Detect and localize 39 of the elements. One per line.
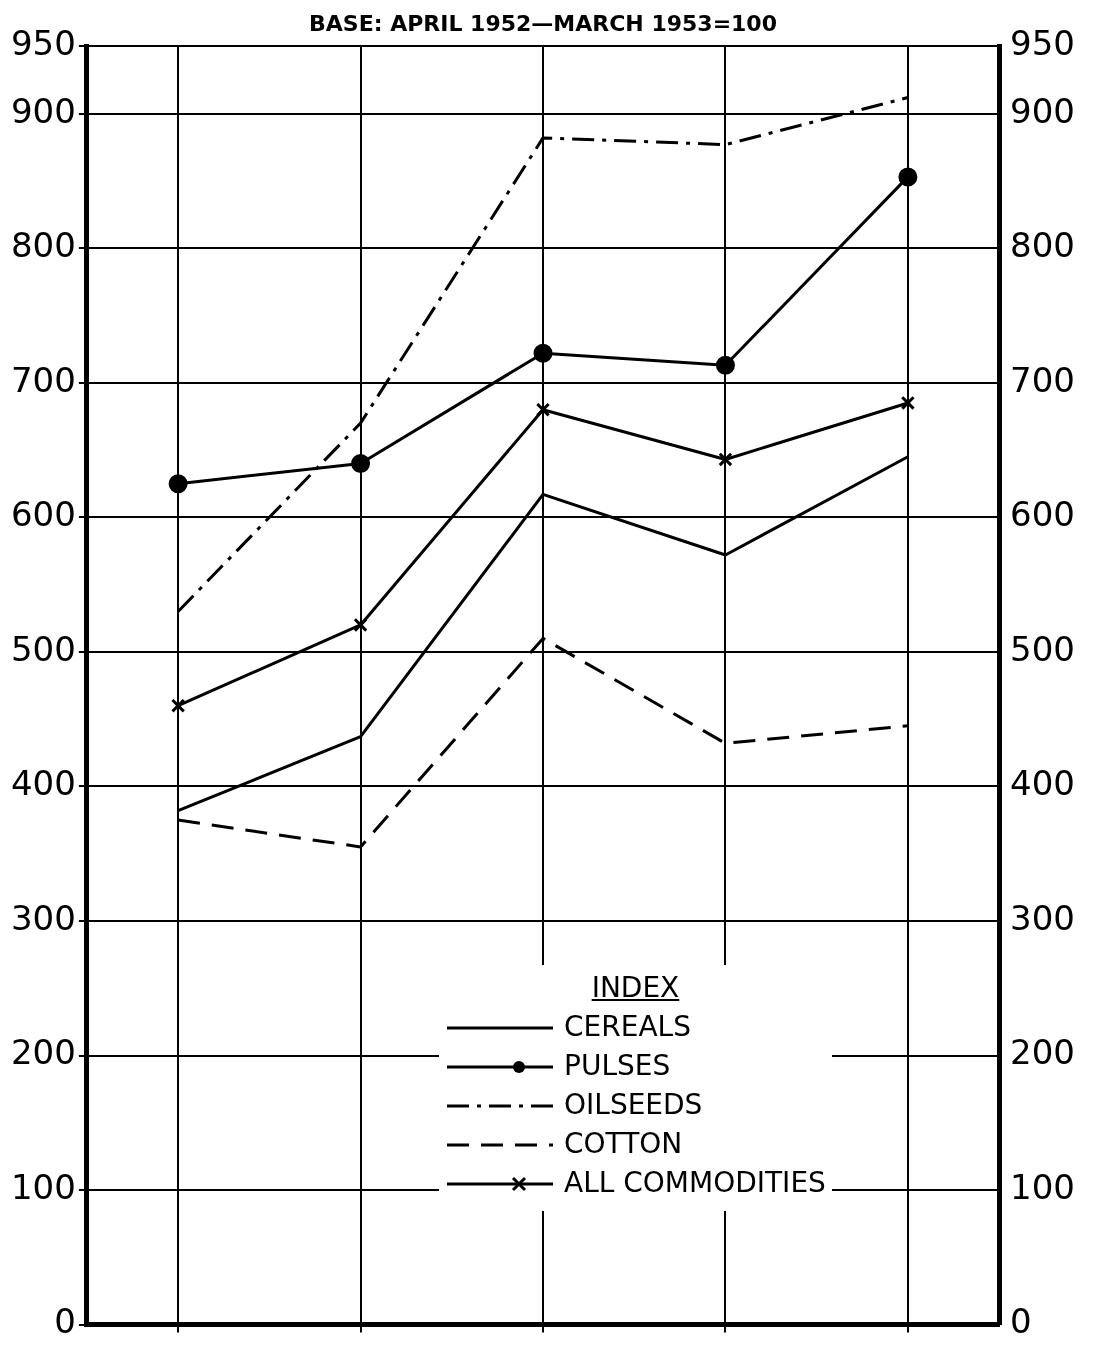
legend-label: ALL COMMODITIES — [564, 1165, 826, 1199]
y-tick-label: 700 — [10, 359, 76, 400]
y-tick-label: 400 — [10, 763, 76, 804]
chart-title: BASE: APRIL 1952—MARCH 1953=100 — [309, 10, 777, 36]
y-tick-label: 100 — [10, 1166, 76, 1207]
legend-label: PULSES — [564, 1048, 671, 1082]
point — [715, 355, 735, 375]
point — [898, 167, 918, 187]
legend-label: OILSEEDS — [564, 1087, 703, 1121]
y2-tick-label: 300 — [1010, 897, 1076, 938]
y2-tick-label: 200 — [1010, 1032, 1076, 1073]
y2-tick-label: 0 — [1010, 1301, 1032, 1342]
point — [718, 452, 733, 467]
legend-label: COTTON — [564, 1126, 683, 1160]
y2-tick-label: 900 — [1010, 90, 1076, 131]
legend-title: INDEX — [590, 970, 681, 1004]
point — [170, 698, 186, 713]
y2-tick-label: 100 — [1010, 1166, 1076, 1207]
y-tick-label: 200 — [10, 1032, 76, 1073]
y-tick-label: 600 — [10, 494, 76, 535]
y2-tick-label: 700 — [1010, 359, 1076, 400]
point — [900, 395, 916, 411]
point — [353, 617, 368, 633]
point — [535, 402, 551, 417]
point — [351, 454, 371, 473]
y-tick-label: 0 — [54, 1301, 76, 1342]
y2-tick-label: 500 — [1010, 628, 1076, 669]
legend-label: CEREALS — [564, 1009, 691, 1043]
y-tick-label: 800 — [10, 225, 76, 266]
y2-tick-label: 400 — [1010, 763, 1076, 804]
point — [533, 343, 553, 363]
y2-tick-label: 950 — [1010, 23, 1076, 64]
y-tick-label: 950 — [10, 23, 76, 64]
point — [168, 474, 188, 494]
y2-tick-label: 800 — [1010, 225, 1076, 266]
y2-tick-label: 600 — [1010, 494, 1076, 535]
y-tick-label: 900 — [10, 90, 76, 131]
y-tick-label: 500 — [10, 628, 76, 669]
y-tick-label: 300 — [10, 897, 76, 938]
